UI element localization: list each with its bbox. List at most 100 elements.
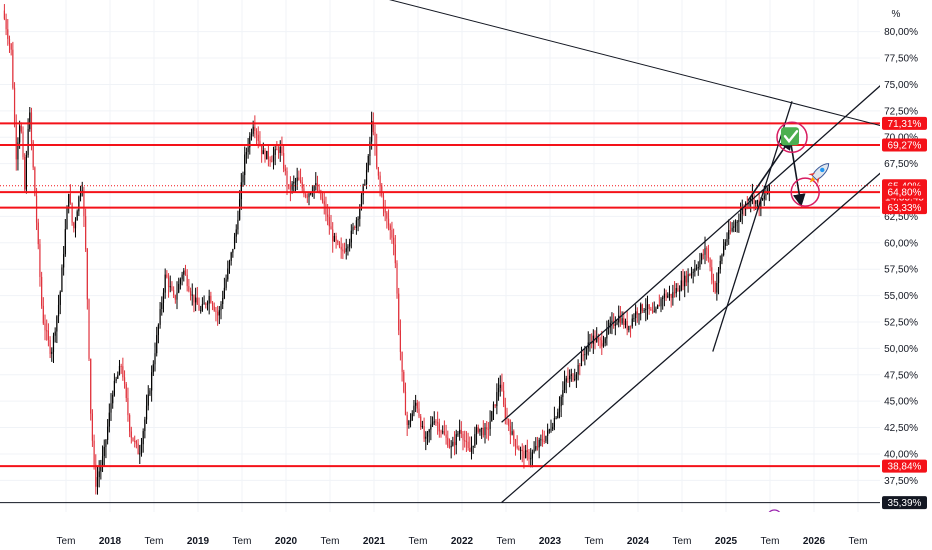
candle-body [582, 354, 584, 356]
time-axis[interactable]: Tem 2018 Tem 2019 Tem 2020 Tem 2021 Tem 2022 Tem 20… [0, 512, 880, 550]
candle-body [421, 426, 423, 428]
candle-body [196, 297, 198, 305]
price-axis[interactable]: 80,00%77,50%75,00%72,50%70,00%67,50%65,0… [880, 0, 932, 550]
month-label: Tem [321, 536, 340, 547]
price-tick-label: 40,00% [884, 449, 918, 460]
candle-body [633, 318, 635, 320]
candle-body [161, 302, 163, 310]
candle-body [293, 181, 295, 184]
candle-body [496, 392, 498, 407]
candle-body [332, 229, 334, 242]
candle-body [536, 446, 539, 448]
year-label: 2021 [363, 536, 386, 547]
candle-body [645, 309, 647, 311]
candle-body [445, 434, 447, 438]
candle-body [349, 242, 351, 247]
candle-body [345, 248, 347, 252]
candle-body [697, 266, 699, 269]
candle-body [95, 464, 97, 487]
candle-body [460, 429, 462, 435]
candle-body [423, 426, 425, 439]
candle-body [47, 330, 49, 340]
candle-body [286, 170, 288, 185]
candle-body [721, 254, 723, 261]
candle-body [486, 427, 488, 429]
candle-body [51, 351, 53, 354]
candle-body [398, 293, 400, 331]
candle-body [748, 201, 750, 206]
price-badge-label: 63,33% [888, 203, 922, 214]
candle-body [738, 220, 740, 222]
candle-body [399, 330, 401, 352]
candle-body [117, 375, 119, 379]
candle-body [699, 260, 701, 267]
price-tick-label: 70,00% [884, 133, 918, 144]
candle-body [601, 340, 603, 347]
candle-body [10, 43, 12, 50]
candle-body [640, 304, 642, 314]
candle-body [93, 440, 95, 465]
candle-body [105, 439, 107, 447]
candle-body [406, 415, 408, 425]
candle-body [702, 254, 704, 256]
candle-body [254, 126, 256, 131]
candle-body [310, 193, 312, 195]
candle-body [497, 387, 500, 393]
candle-body [130, 431, 132, 438]
candle-body [717, 269, 720, 283]
candle-body [736, 221, 738, 223]
candle-body [558, 406, 561, 413]
price-tick-label: 50,00% [884, 344, 918, 355]
candle-body [232, 248, 234, 253]
candle-body [489, 421, 491, 430]
candle-body [403, 371, 405, 392]
candle-body [526, 450, 528, 452]
candle-body [663, 293, 665, 298]
candle-body [157, 324, 159, 336]
candle-body [367, 155, 369, 171]
candle-body [472, 445, 474, 448]
candle-body [596, 337, 598, 342]
candle-body [64, 229, 66, 255]
price-badge-label: 35,39% [888, 498, 922, 509]
candle-body [440, 431, 442, 433]
price-tick-label: 80,00% [884, 27, 918, 38]
candle-body [215, 310, 217, 312]
candle-body [335, 235, 337, 241]
candle-body [753, 195, 755, 204]
candle-body [560, 396, 562, 407]
candle-body [112, 394, 114, 404]
candle-body [294, 181, 297, 183]
candle-body [761, 199, 764, 201]
candle-body [662, 297, 664, 299]
check-mark-icon [783, 130, 799, 144]
year-label: 2024 [627, 536, 650, 547]
candle-body [648, 304, 650, 310]
price-badge-label: 71,31% [888, 119, 922, 130]
candle-body [85, 216, 87, 249]
candle-body [716, 282, 718, 293]
candle-body [98, 471, 100, 478]
candle-body [728, 230, 730, 239]
candle-body [46, 330, 48, 332]
candle-body [704, 248, 706, 255]
candle-body [711, 267, 713, 281]
candle-body [225, 279, 227, 288]
candle-body [245, 152, 247, 155]
candle-body [484, 427, 486, 436]
candle-body [343, 251, 346, 253]
candle-body [257, 134, 259, 141]
candle-body [562, 390, 564, 397]
candle-body [646, 304, 649, 310]
candle-body [269, 159, 271, 162]
price-tick-label: 45,00% [884, 397, 918, 408]
candle-body [355, 220, 357, 228]
candle-body [514, 439, 517, 447]
candle-body [171, 286, 173, 291]
candle-body [115, 378, 117, 381]
candles [3, 4, 770, 495]
candle-body [530, 458, 532, 460]
candle-body [301, 182, 303, 189]
candle-body [509, 426, 511, 435]
